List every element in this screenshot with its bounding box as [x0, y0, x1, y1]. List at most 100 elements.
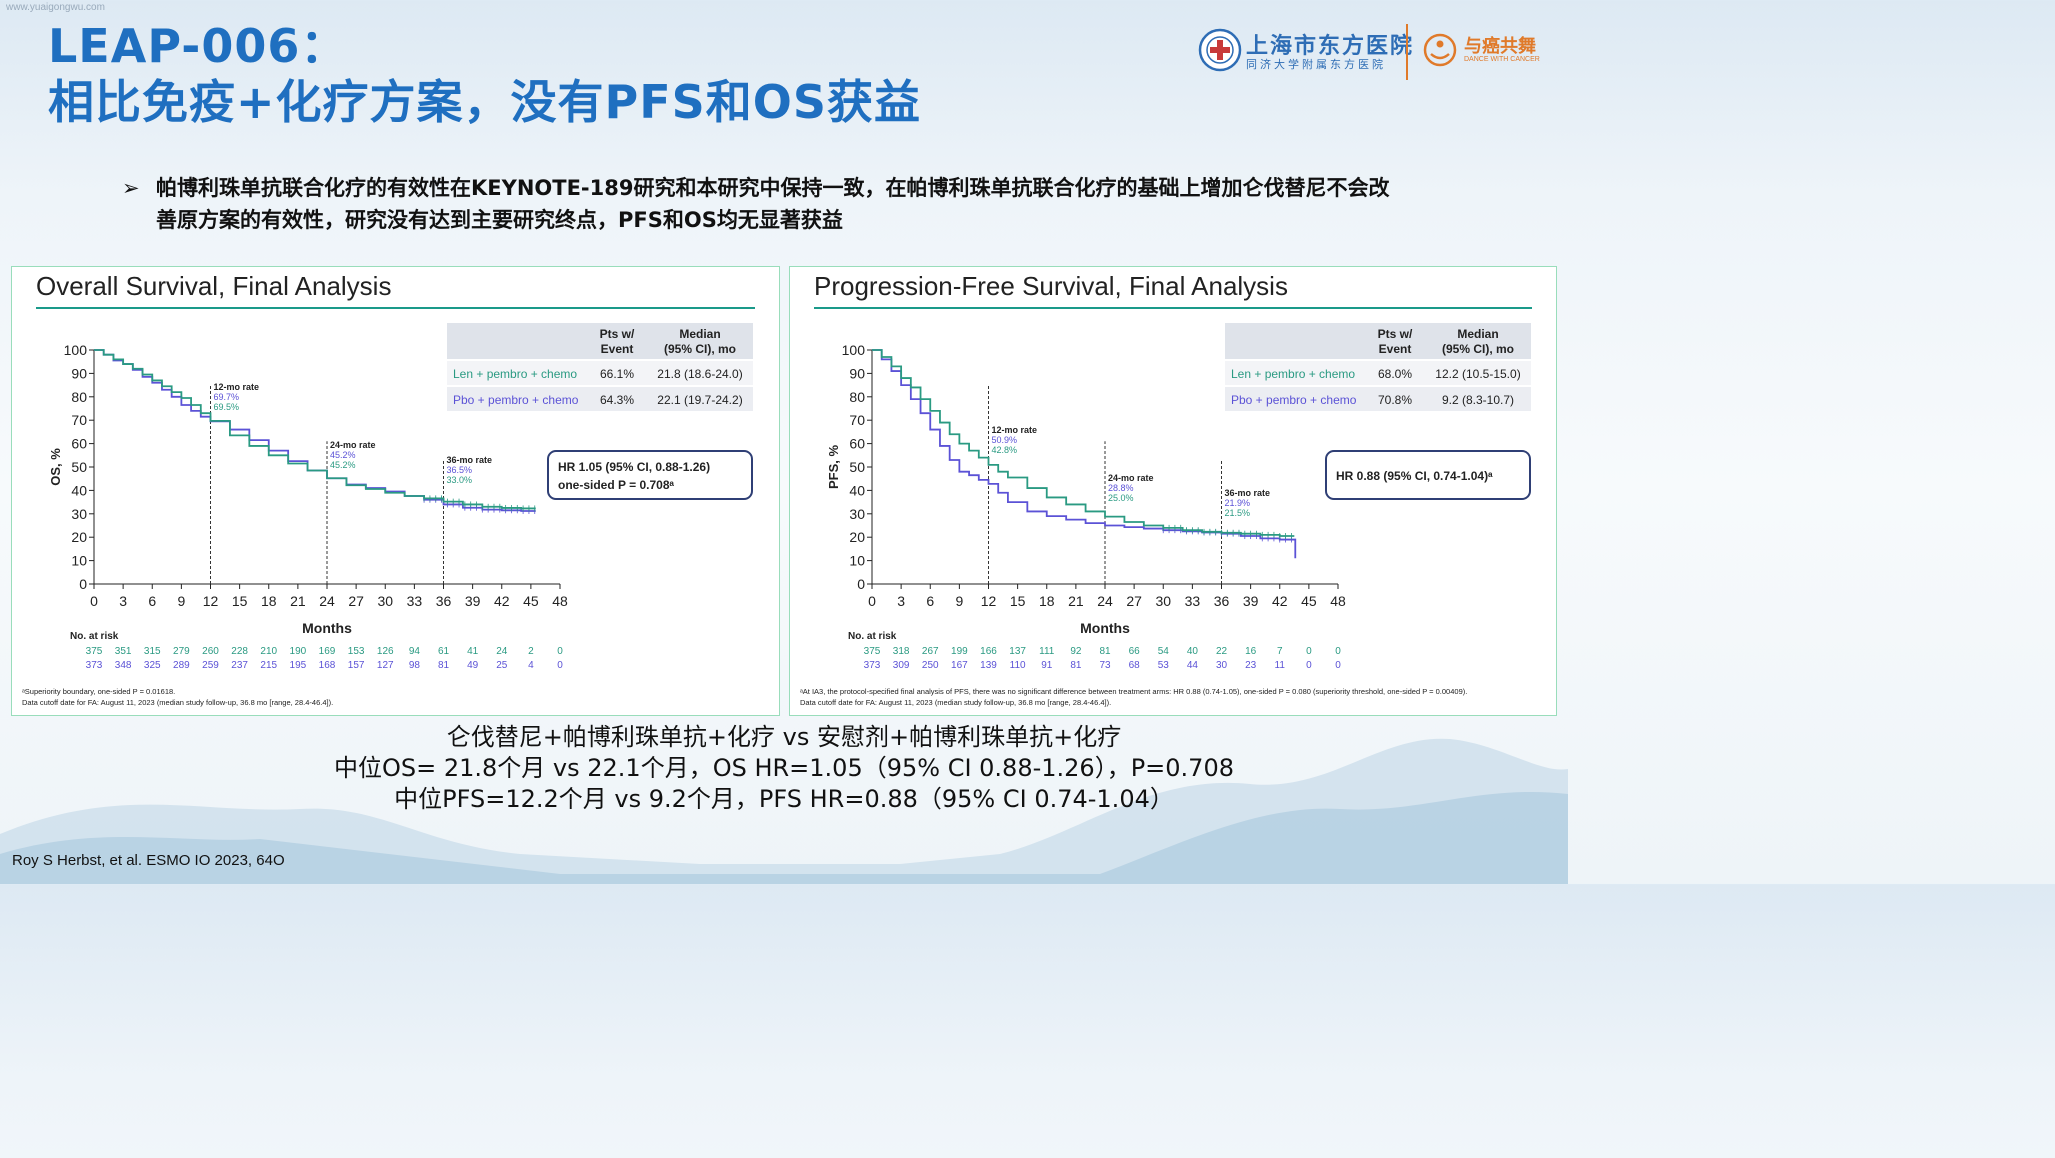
pfs-x-tick-label: 21: [1068, 593, 1084, 609]
os-table-row-event: 66.1%: [600, 367, 634, 381]
pfs-y-tick-label: 30: [849, 506, 865, 522]
pfs-at-risk-pbo: 0: [1335, 660, 1341, 671]
os-rate-len: 69.5%: [214, 402, 240, 412]
pfs-x-tick-label: 27: [1126, 593, 1142, 609]
os-at-risk-len: 260: [202, 646, 219, 657]
title-line-1: LEAP-006：: [48, 19, 348, 73]
pfs-table-row-event: 70.8%: [1378, 393, 1412, 407]
os-y-tick-label: 20: [71, 529, 87, 545]
os-at-risk-pbo: 157: [348, 660, 365, 671]
dance-with-cancer-logo-icon: [1423, 33, 1457, 67]
pfs-at-risk-pbo: 23: [1245, 660, 1257, 671]
pfs-at-risk-pbo: 167: [951, 660, 968, 671]
os-at-risk-len: 169: [319, 646, 336, 657]
pfs-rate-pbo: 21.9%: [1225, 498, 1251, 508]
pfs-at-risk-pbo: 139: [980, 660, 997, 671]
os-at-risk-len: 94: [409, 646, 421, 657]
os-y-tick-label: 90: [71, 365, 87, 381]
os-title-rule: [36, 307, 755, 309]
pfs-at-risk-len: 137: [1009, 646, 1026, 657]
hospital-emblem-icon: [1198, 28, 1242, 72]
pfs-at-risk-pbo: 53: [1158, 660, 1170, 671]
pfs-footnote-line-2: Data cutoff date for FA: August 11, 2023…: [800, 698, 1112, 707]
os-chart-title: Overall Survival, Final Analysis: [36, 271, 392, 301]
pfs-table-header-median: Median: [1457, 327, 1498, 341]
pfs-x-axis-label: Months: [1080, 620, 1130, 636]
pfs-y-axis-label: PFS, %: [826, 445, 841, 490]
os-at-risk-len: 190: [290, 646, 307, 657]
os-at-risk-len: 41: [467, 646, 479, 657]
pfs-table-row-bg: [1225, 361, 1531, 385]
os-table-header-median: Median: [679, 327, 720, 341]
os-at-risk-len: 0: [557, 646, 563, 657]
os-at-risk-len: 153: [348, 646, 365, 657]
key-point-text: 帕博利珠单抗联合化疗的有效性在KEYNOTE-189研究和本研究中保持一致，在帕…: [156, 176, 1390, 232]
title-line-2: 相比免疫+化疗方案，没有PFS和OS获益: [48, 75, 922, 129]
pfs-y-tick-label: 70: [849, 412, 865, 428]
pfs-y-tick-label: 50: [849, 459, 865, 475]
os-rate-pbo: 69.7%: [214, 392, 240, 402]
pfs-at-risk-pbo: 73: [1099, 660, 1111, 671]
os-at-risk-pbo: 4: [528, 660, 534, 671]
os-y-tick-label: 60: [71, 436, 87, 452]
os-at-risk-pbo: 49: [467, 660, 479, 671]
os-at-risk-pbo: 168: [319, 660, 336, 671]
pfs-y-tick-label: 60: [849, 436, 865, 452]
pfs-at-risk-len: 16: [1245, 646, 1257, 657]
pfs-table-row-name: Pbo + pembro + chemo: [1231, 393, 1357, 407]
pfs-title-rule: [814, 307, 1532, 309]
os-at-risk-len: 126: [377, 646, 394, 657]
summary-line-3: 中位PFS=12.2个月 vs 9.2个月，PFS HR=0.88（95% CI…: [394, 785, 1174, 813]
os-at-risk-len: 2: [528, 646, 534, 657]
pfs-at-risk-pbo: 0: [1306, 660, 1312, 671]
os-at-risk-len: 228: [231, 646, 248, 657]
pfs-at-risk-pbo: 110: [1010, 660, 1026, 671]
pfs-rate-len: 25.0%: [1108, 493, 1134, 503]
os-at-risk-pbo: 25: [496, 660, 508, 671]
os-at-risk-len: 61: [438, 646, 450, 657]
watermark: www.yuaigongwu.com: [6, 2, 105, 13]
os-at-risk-pbo: 325: [144, 660, 161, 671]
os-rate-pbo: 36.5%: [447, 465, 473, 475]
pfs-at-risk-len: 81: [1099, 646, 1111, 657]
os-x-tick-label: 36: [436, 593, 452, 609]
os-y-tick-label: 70: [71, 412, 87, 428]
pfs-at-risk-len: 267: [922, 646, 939, 657]
os-x-tick-label: 39: [465, 593, 481, 609]
os-at-risk-pbo: 0: [557, 660, 563, 671]
os-table-row-bg: [447, 361, 753, 385]
os-table-header-event: Pts w/: [600, 327, 635, 341]
pfs-x-tick-label: 15: [1010, 593, 1026, 609]
hospital-subname: 同济大学附属东方医院: [1246, 59, 1386, 71]
os-x-axis-label: Months: [302, 620, 352, 636]
key-point: ➢ 帕博利珠单抗联合化疗的有效性在KEYNOTE-189研究和本研究中保持一致，…: [122, 172, 1402, 236]
pfs-table-row-event: 68.0%: [1378, 367, 1412, 381]
os-chart-panel: Overall Survival, Final Analysis 0 10 20 30…: [11, 266, 780, 716]
os-x-tick-label: 0: [90, 593, 98, 609]
os-table-header-median-2: (95% CI), mo: [664, 342, 736, 356]
os-table-header-event-2: Event: [601, 342, 634, 356]
pfs-y-tick-label: 80: [849, 389, 865, 405]
os-x-tick-label: 24: [319, 593, 335, 609]
pfs-at-risk-len: 92: [1070, 646, 1082, 657]
pfs-table-row-median: 9.2 (8.3-10.7): [1442, 393, 1514, 407]
pfs-rate-len: 21.5%: [1225, 508, 1251, 518]
pfs-x-tick-label: 33: [1185, 593, 1201, 609]
os-x-tick-label: 21: [290, 593, 306, 609]
os-y-tick-label: 100: [64, 342, 88, 358]
os-y-axis-label: OS, %: [48, 448, 63, 486]
pfs-y-tick-label: 40: [849, 482, 865, 498]
os-x-tick-label: 6: [148, 593, 156, 609]
os-len-curve: [94, 349, 536, 510]
pfs-at-risk-len: 0: [1335, 646, 1341, 657]
pfs-table-header-event: Pts w/: [1378, 327, 1413, 341]
os-rate-label: 12-mo rate: [214, 382, 260, 392]
pfs-at-risk-pbo: 81: [1070, 660, 1082, 671]
os-footnote-line-2: Data cutoff date for FA: August 11, 2023…: [22, 698, 334, 707]
os-at-risk-pbo: 127: [377, 660, 394, 671]
os-at-risk-len: 210: [260, 646, 277, 657]
os-rate-pbo: 45.2%: [330, 450, 356, 460]
pfs-at-risk-len: 199: [951, 646, 968, 657]
